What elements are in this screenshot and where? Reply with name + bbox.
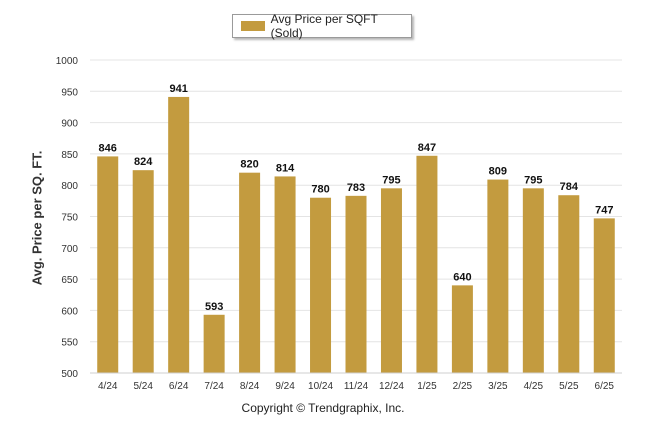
data-label: 846 (99, 142, 117, 154)
x-tick-label: 8/24 (240, 381, 260, 392)
y-tick-label: 750 (61, 213, 78, 224)
x-tick-label: 12/24 (379, 381, 404, 392)
x-tick-label: 6/25 (595, 381, 615, 392)
x-tick-label: 1/25 (417, 381, 437, 392)
data-label: 824 (134, 156, 153, 168)
bar (132, 170, 154, 373)
data-label: 640 (453, 271, 471, 283)
data-label: 783 (347, 182, 365, 194)
y-tick-label: 800 (61, 181, 78, 192)
legend-swatch (241, 21, 265, 31)
y-tick-label: 900 (61, 119, 78, 130)
x-tick-label: 5/25 (559, 381, 579, 392)
bar (451, 285, 473, 373)
bar (168, 96, 190, 374)
y-tick-label: 500 (61, 369, 78, 380)
data-label: 795 (524, 174, 542, 186)
bar (97, 156, 119, 373)
bar (274, 176, 296, 373)
bar (416, 155, 438, 373)
data-label: 795 (382, 174, 400, 186)
data-label: 809 (489, 166, 507, 178)
x-tick-label: 5/24 (133, 381, 153, 392)
x-tick-label: 4/25 (524, 381, 544, 392)
x-tick-label: 9/24 (275, 381, 295, 392)
x-tick-label: 4/24 (98, 381, 118, 392)
copyright-footer: Copyright © Trendgraphix, Inc. (241, 401, 405, 415)
y-tick-label: 600 (61, 306, 78, 317)
x-tick-label: 3/25 (488, 381, 508, 392)
y-tick-label: 950 (61, 87, 78, 98)
legend: Avg Price per SQFT (Sold) (232, 12, 412, 40)
data-label: 814 (276, 162, 295, 174)
bar (593, 218, 615, 373)
x-tick-label: 2/25 (453, 381, 473, 392)
x-tick-label: 10/24 (308, 381, 333, 392)
data-label: 784 (560, 181, 579, 193)
x-tick-label: 7/24 (204, 381, 224, 392)
legend-label: Avg Price per SQFT (Sold) (270, 12, 378, 40)
bar (487, 179, 509, 373)
data-label: 820 (240, 159, 258, 171)
bar (380, 188, 402, 373)
x-tick-label: 6/24 (169, 381, 189, 392)
data-label: 593 (205, 301, 223, 313)
y-tick-label: 650 (61, 275, 78, 286)
y-tick-label: 700 (61, 244, 78, 255)
data-label: 747 (595, 204, 613, 216)
bar (203, 314, 225, 373)
data-label: 780 (311, 184, 329, 196)
bar (239, 172, 261, 373)
bar (345, 195, 367, 373)
bar (558, 195, 580, 373)
y-tick-label: 850 (61, 150, 78, 161)
y-tick-label: 550 (61, 338, 78, 349)
y-tick-label: 1000 (56, 56, 79, 67)
bar (522, 188, 544, 373)
data-label: 941 (169, 83, 187, 95)
bar (310, 197, 332, 373)
x-tick-label: 11/24 (344, 381, 369, 392)
data-label: 847 (418, 142, 436, 154)
